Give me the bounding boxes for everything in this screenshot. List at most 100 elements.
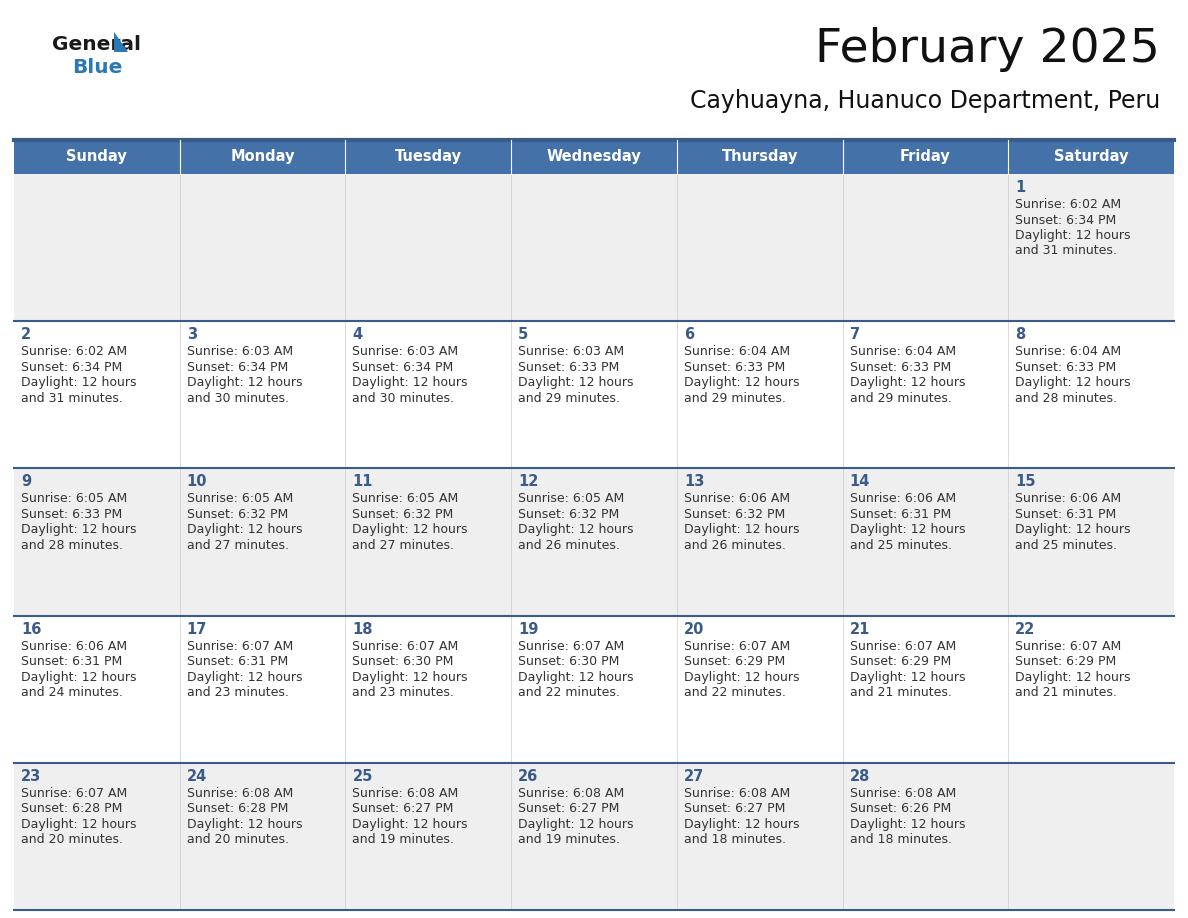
Text: Daylight: 12 hours: Daylight: 12 hours: [353, 376, 468, 389]
Text: 13: 13: [684, 475, 704, 489]
Text: 23: 23: [21, 768, 42, 784]
Bar: [842, 174, 1009, 321]
Text: 25: 25: [353, 768, 373, 784]
Text: 8: 8: [1016, 327, 1025, 342]
Text: Sunset: 6:31 PM: Sunset: 6:31 PM: [849, 508, 950, 521]
Text: Daylight: 12 hours: Daylight: 12 hours: [353, 671, 468, 684]
Text: Sunrise: 6:07 AM: Sunrise: 6:07 AM: [684, 640, 790, 653]
Text: Sunrise: 6:06 AM: Sunrise: 6:06 AM: [849, 492, 955, 506]
Text: Sunday: Sunday: [67, 150, 127, 164]
Text: Daylight: 12 hours: Daylight: 12 hours: [684, 376, 800, 389]
Bar: [1009, 468, 1174, 616]
Text: Sunset: 6:32 PM: Sunset: 6:32 PM: [518, 508, 619, 521]
Bar: [346, 763, 511, 910]
Text: Daylight: 12 hours: Daylight: 12 hours: [849, 376, 965, 389]
Bar: [842, 616, 1009, 763]
Text: 7: 7: [849, 327, 860, 342]
Text: Wednesday: Wednesday: [546, 150, 642, 164]
Text: and 28 minutes.: and 28 minutes.: [21, 539, 124, 552]
Text: Sunrise: 6:07 AM: Sunrise: 6:07 AM: [518, 640, 625, 653]
Text: Blue: Blue: [72, 58, 122, 77]
Text: Sunset: 6:27 PM: Sunset: 6:27 PM: [684, 802, 785, 815]
Text: Daylight: 12 hours: Daylight: 12 hours: [518, 376, 633, 389]
Bar: [677, 140, 842, 174]
Text: Sunset: 6:31 PM: Sunset: 6:31 PM: [21, 655, 122, 668]
Bar: [346, 140, 511, 174]
Text: and 18 minutes.: and 18 minutes.: [849, 834, 952, 846]
Bar: [179, 321, 346, 468]
Text: February 2025: February 2025: [815, 27, 1159, 72]
Text: Sunrise: 6:04 AM: Sunrise: 6:04 AM: [849, 345, 955, 358]
Bar: [346, 321, 511, 468]
Text: Daylight: 12 hours: Daylight: 12 hours: [353, 818, 468, 831]
Text: Sunset: 6:32 PM: Sunset: 6:32 PM: [684, 508, 785, 521]
Text: Daylight: 12 hours: Daylight: 12 hours: [518, 523, 633, 536]
Text: Sunrise: 6:07 AM: Sunrise: 6:07 AM: [849, 640, 956, 653]
Bar: [511, 321, 677, 468]
Text: Sunset: 6:34 PM: Sunset: 6:34 PM: [21, 361, 122, 374]
Text: Daylight: 12 hours: Daylight: 12 hours: [21, 818, 137, 831]
Text: Friday: Friday: [901, 150, 950, 164]
Text: and 31 minutes.: and 31 minutes.: [21, 392, 122, 405]
Text: Sunset: 6:30 PM: Sunset: 6:30 PM: [353, 655, 454, 668]
Text: Daylight: 12 hours: Daylight: 12 hours: [849, 671, 965, 684]
Bar: [14, 174, 179, 321]
Text: Daylight: 12 hours: Daylight: 12 hours: [1016, 229, 1131, 242]
Text: 9: 9: [21, 475, 31, 489]
Text: Daylight: 12 hours: Daylight: 12 hours: [684, 523, 800, 536]
Text: 11: 11: [353, 475, 373, 489]
Text: 28: 28: [849, 768, 870, 784]
Text: Sunset: 6:33 PM: Sunset: 6:33 PM: [21, 508, 122, 521]
Text: and 20 minutes.: and 20 minutes.: [21, 834, 124, 846]
Text: Sunrise: 6:05 AM: Sunrise: 6:05 AM: [353, 492, 459, 506]
Text: Sunrise: 6:07 AM: Sunrise: 6:07 AM: [21, 787, 127, 800]
Bar: [1009, 174, 1174, 321]
Text: 12: 12: [518, 475, 538, 489]
Text: Sunrise: 6:03 AM: Sunrise: 6:03 AM: [187, 345, 292, 358]
Text: and 26 minutes.: and 26 minutes.: [684, 539, 785, 552]
Bar: [1009, 616, 1174, 763]
Text: and 23 minutes.: and 23 minutes.: [353, 686, 454, 700]
Text: and 29 minutes.: and 29 minutes.: [518, 392, 620, 405]
Text: 19: 19: [518, 621, 538, 636]
Text: Sunset: 6:27 PM: Sunset: 6:27 PM: [518, 802, 619, 815]
Text: Sunset: 6:26 PM: Sunset: 6:26 PM: [849, 802, 950, 815]
Text: Sunrise: 6:08 AM: Sunrise: 6:08 AM: [849, 787, 956, 800]
Text: and 23 minutes.: and 23 minutes.: [187, 686, 289, 700]
Text: and 22 minutes.: and 22 minutes.: [518, 686, 620, 700]
Bar: [842, 763, 1009, 910]
Text: and 30 minutes.: and 30 minutes.: [187, 392, 289, 405]
Bar: [179, 140, 346, 174]
Bar: [1009, 321, 1174, 468]
Text: Sunset: 6:33 PM: Sunset: 6:33 PM: [518, 361, 619, 374]
Bar: [842, 321, 1009, 468]
Text: Sunrise: 6:07 AM: Sunrise: 6:07 AM: [353, 640, 459, 653]
Text: Daylight: 12 hours: Daylight: 12 hours: [21, 376, 137, 389]
Text: Sunrise: 6:02 AM: Sunrise: 6:02 AM: [21, 345, 127, 358]
Text: Sunrise: 6:03 AM: Sunrise: 6:03 AM: [518, 345, 624, 358]
Bar: [1009, 140, 1174, 174]
Bar: [677, 174, 842, 321]
Text: Daylight: 12 hours: Daylight: 12 hours: [353, 523, 468, 536]
Text: 5: 5: [518, 327, 529, 342]
Text: and 24 minutes.: and 24 minutes.: [21, 686, 122, 700]
Text: Daylight: 12 hours: Daylight: 12 hours: [21, 523, 137, 536]
Bar: [511, 616, 677, 763]
Text: Sunset: 6:31 PM: Sunset: 6:31 PM: [1016, 508, 1117, 521]
Bar: [677, 468, 842, 616]
Text: 2: 2: [21, 327, 31, 342]
Text: Sunset: 6:31 PM: Sunset: 6:31 PM: [187, 655, 287, 668]
Text: Daylight: 12 hours: Daylight: 12 hours: [1016, 376, 1131, 389]
Text: Sunset: 6:29 PM: Sunset: 6:29 PM: [849, 655, 950, 668]
Bar: [14, 763, 179, 910]
Text: Sunset: 6:30 PM: Sunset: 6:30 PM: [518, 655, 619, 668]
Text: Daylight: 12 hours: Daylight: 12 hours: [849, 523, 965, 536]
Bar: [346, 468, 511, 616]
Bar: [511, 174, 677, 321]
Text: Sunrise: 6:06 AM: Sunrise: 6:06 AM: [684, 492, 790, 506]
Text: 18: 18: [353, 621, 373, 636]
Text: Daylight: 12 hours: Daylight: 12 hours: [1016, 523, 1131, 536]
Text: Sunrise: 6:08 AM: Sunrise: 6:08 AM: [187, 787, 293, 800]
Bar: [677, 616, 842, 763]
Text: Sunset: 6:33 PM: Sunset: 6:33 PM: [1016, 361, 1117, 374]
